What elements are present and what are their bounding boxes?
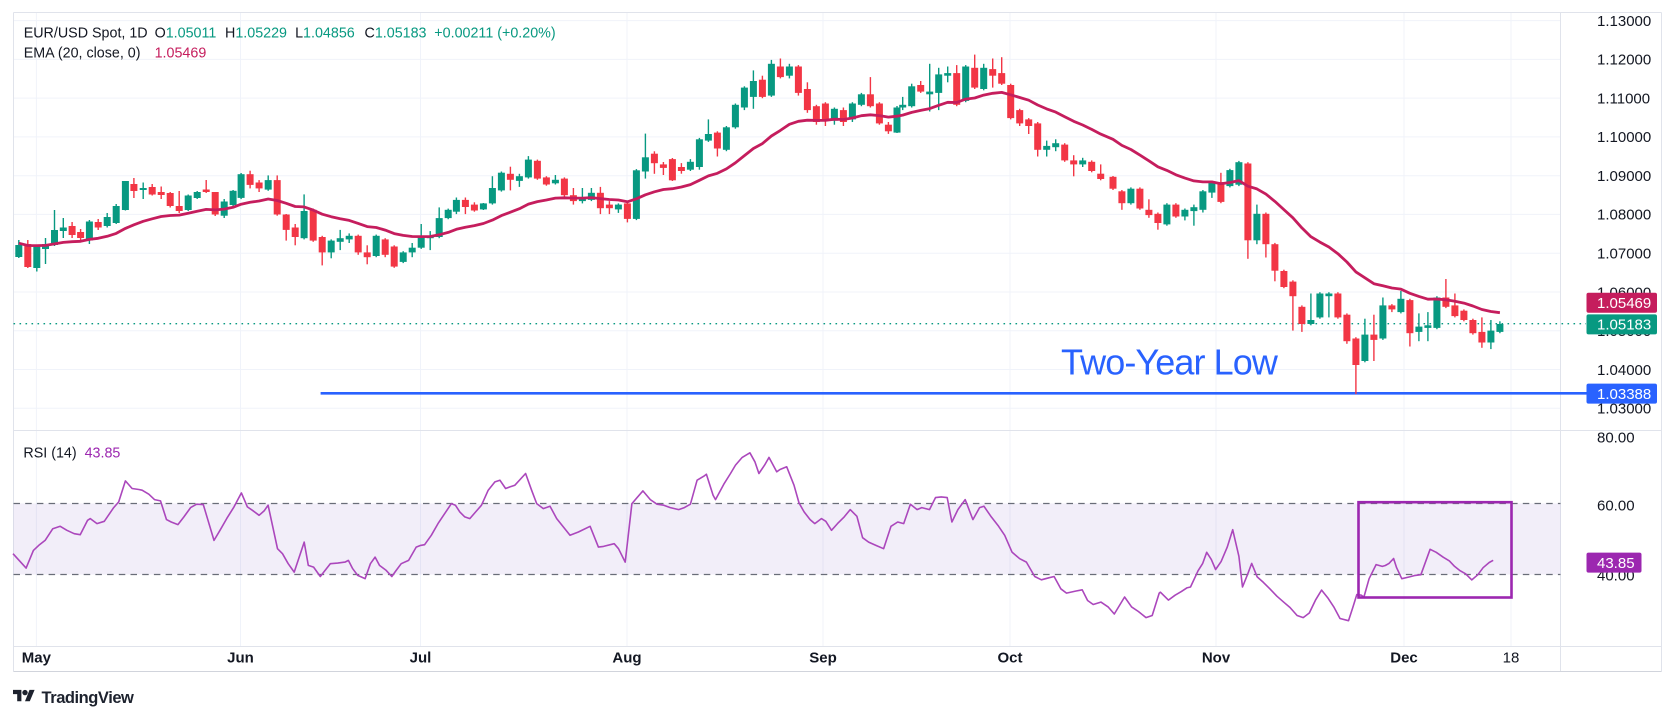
svg-text:O1.05011: O1.05011 [155,26,217,42]
svg-text:Oct: Oct [997,650,1022,667]
svg-text:1.03388: 1.03388 [1597,386,1651,403]
svg-text:1.05469: 1.05469 [155,46,207,62]
svg-text:Sep: Sep [809,650,837,667]
svg-text:43.85: 43.85 [1597,555,1635,572]
svg-text:EMA (20, close, 0): EMA (20, close, 0) [24,46,141,62]
svg-text:1.08000: 1.08000 [1597,207,1651,224]
svg-text:Dec: Dec [1390,650,1418,667]
svg-text:43.85: 43.85 [85,445,121,461]
svg-text:1.03000: 1.03000 [1597,401,1651,418]
svg-text:1.05469: 1.05469 [1597,295,1651,312]
svg-text:Nov: Nov [1202,650,1231,667]
svg-text:May: May [22,650,52,667]
svg-text:1.05183: 1.05183 [1597,317,1651,334]
svg-text:EUR/USD Spot, 1D: EUR/USD Spot, 1D [24,26,148,42]
svg-text:1.12000: 1.12000 [1597,52,1651,69]
svg-text:H1.05229: H1.05229 [225,26,287,42]
svg-text:Jun: Jun [227,650,254,667]
svg-text:+0.00211 (+0.20%): +0.00211 (+0.20%) [434,26,555,42]
svg-text:1.10000: 1.10000 [1597,129,1651,146]
svg-text:Jul: Jul [410,650,432,667]
svg-text:Two-Year Low: Two-Year Low [1061,342,1279,383]
svg-text:RSI (14): RSI (14) [23,445,76,461]
svg-text:1.11000: 1.11000 [1597,90,1650,107]
svg-text:60.00: 60.00 [1597,497,1635,514]
svg-text:80.00: 80.00 [1597,429,1635,446]
svg-text:1.13000: 1.13000 [1597,13,1651,30]
svg-text:TradingView: TradingView [42,689,135,707]
svg-text:C1.05183: C1.05183 [365,26,427,42]
svg-text:Aug: Aug [612,650,641,667]
svg-text:18: 18 [1503,650,1520,667]
svg-text:L1.04856: L1.04856 [295,26,355,42]
svg-text:1.04000: 1.04000 [1597,362,1651,379]
svg-text:1.07000: 1.07000 [1597,246,1651,263]
svg-text:1.09000: 1.09000 [1597,168,1651,185]
